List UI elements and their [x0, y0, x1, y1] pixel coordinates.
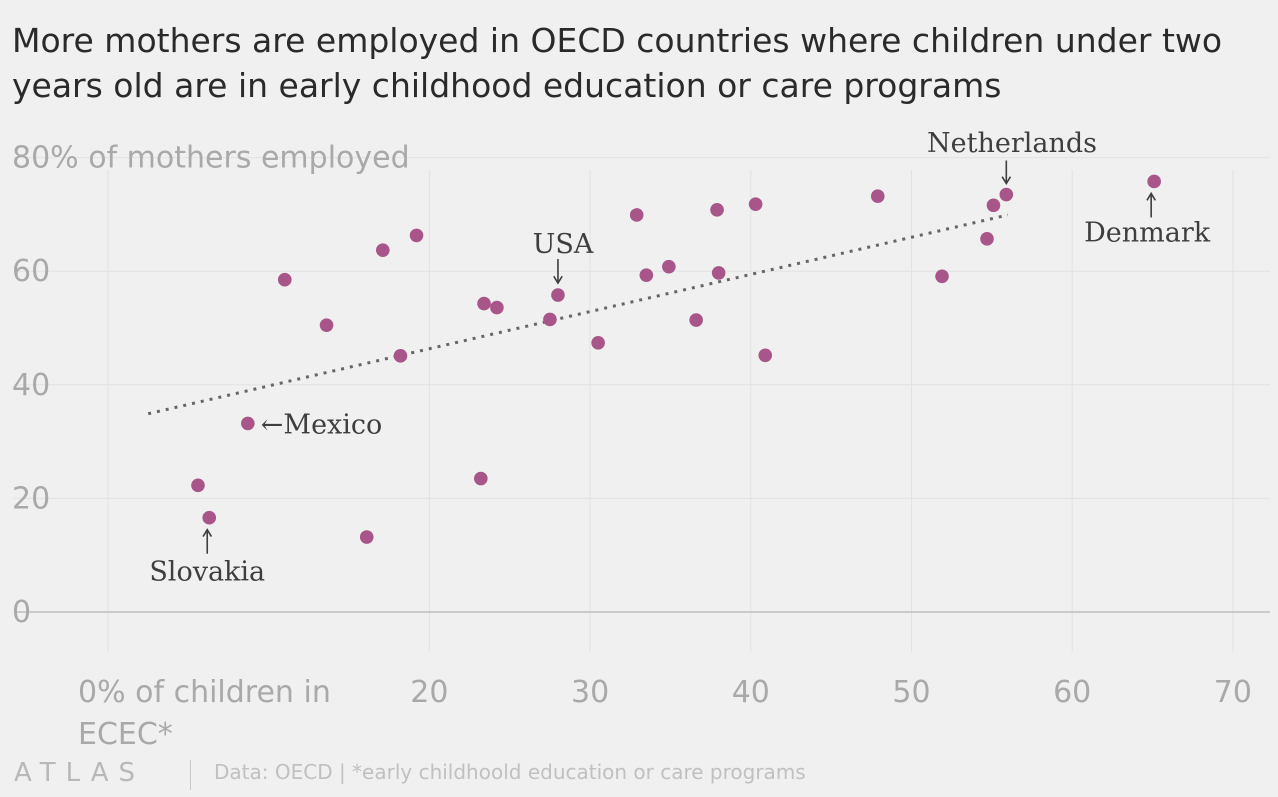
slovakia-arrow-head: [202, 528, 213, 537]
footer: ATLAS Data: OECD | *early childhoold edu…: [0, 752, 1278, 792]
annotation-slovakia: Slovakia: [149, 557, 265, 588]
chart-title: More mothers are employed in OECD countr…: [12, 21, 1223, 105]
trend-line: [147, 213, 1009, 416]
data-point: [662, 259, 676, 274]
data-point: [191, 478, 205, 493]
data-point: [639, 268, 654, 282]
data-point: [710, 203, 724, 217]
data-point: [758, 348, 773, 363]
data-point: [999, 187, 1014, 202]
usa-arrow-head: [553, 275, 563, 285]
data-point: [711, 266, 726, 280]
data-point: [551, 288, 565, 302]
data-point: [477, 296, 491, 311]
data-point: [980, 232, 994, 246]
data-point: [629, 208, 644, 222]
x-tick-label: 40: [732, 675, 770, 710]
data-point: [870, 189, 885, 204]
data-point: [591, 335, 605, 350]
y-tick-label: 80% of mothers employed: [12, 141, 410, 176]
footer-divider: [190, 760, 191, 790]
x-tick-label: 50: [892, 675, 930, 710]
source-note: Data: OECD | *early childhoold education…: [214, 760, 806, 784]
data-point: [986, 198, 1001, 213]
data-point: [319, 318, 334, 332]
data-point: [935, 269, 949, 284]
annotation-usa: USA: [533, 229, 594, 260]
data-point: [543, 312, 557, 327]
x-tick-label: 0% of children in: [78, 675, 331, 710]
data-point: [359, 530, 374, 544]
x-tick-label: 70: [1214, 675, 1252, 710]
annotation-netherlands: Netherlands: [927, 128, 1097, 159]
denmark-arrow-head: [1146, 191, 1157, 201]
y-tick-label: 0: [12, 595, 31, 630]
y-tick-label: 40: [12, 368, 50, 403]
x-tick-label: 60: [1053, 675, 1091, 710]
data-point: [393, 349, 408, 363]
y-tick-label: 60: [12, 254, 50, 289]
data-point: [409, 228, 424, 243]
annotation-mexico: ←Mexico: [261, 409, 383, 440]
data-point: [689, 313, 703, 327]
atlas-logo: ATLAS: [14, 758, 146, 788]
data-point: [474, 471, 488, 486]
data-point: [1147, 174, 1161, 189]
y-tick-label: 20: [12, 481, 50, 516]
x-tick-label: 20: [410, 675, 448, 710]
data-point: [490, 300, 504, 315]
data-point: [375, 243, 390, 257]
x-tick-label: 30: [571, 675, 609, 710]
data-point: [748, 197, 763, 211]
data-point: [241, 416, 255, 431]
data-point: [202, 510, 217, 525]
x-axis-label-line2: ECEC*: [78, 717, 173, 752]
annotation-denmark: Denmark: [1084, 217, 1211, 248]
netherlands-arrow-head: [1001, 176, 1012, 186]
data-point: [277, 272, 292, 287]
